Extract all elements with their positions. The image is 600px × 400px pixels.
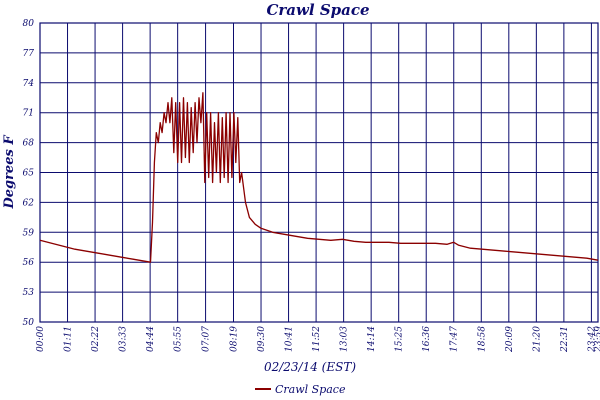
x-tick-label: 22:31: [560, 326, 570, 353]
series-layer: [39, 92, 599, 263]
legend-label: Crawl Space: [275, 383, 346, 396]
x-tick-label: 17:47: [450, 326, 460, 352]
x-tick-label: 02:22: [91, 326, 101, 352]
x-tick-label: 15:25: [395, 326, 405, 352]
y-tick-label: 53: [23, 288, 35, 298]
y-tick-label: 74: [23, 79, 35, 89]
x-tick-label: 23:42: [587, 326, 597, 353]
x-tick-label: 14:14: [367, 326, 377, 352]
y-tick-label: 68: [23, 139, 35, 149]
x-tick-label: 01:11: [64, 326, 74, 352]
x-axis-label: 02/23/14 (EST): [264, 360, 356, 374]
x-tick-label: 21:20: [532, 326, 542, 353]
y-tick-label: 80: [23, 19, 35, 29]
x-tick-label: 00:00: [36, 326, 46, 352]
x-tick-label: 09:30: [257, 326, 267, 352]
x-tick-label: 11:52: [312, 326, 322, 352]
chart-title: Crawl Space: [266, 1, 369, 19]
x-tick-label: 18:58: [477, 326, 487, 352]
y-tick-label: 59: [23, 228, 35, 238]
x-tick-label: 16:36: [422, 326, 432, 352]
x-tick-label: 07:07: [202, 326, 212, 352]
x-tick-label: 10:41: [285, 326, 295, 352]
legend: Crawl Space: [255, 383, 346, 396]
y-tick-label: 62: [23, 198, 35, 208]
x-tick-label: 20:09: [505, 326, 515, 353]
x-tick-label: 04:44: [146, 326, 156, 352]
x-tick-labels: 00:00 01:11 02:22 03:33 04:44 05:55 07:07 08:19…: [36, 326, 600, 353]
x-tick-label: 05:55: [174, 326, 184, 352]
y-tick-label: 77: [23, 49, 35, 59]
series-line-crawl-space: [39, 92, 599, 263]
x-tick-label: 23:59: [594, 326, 600, 353]
x-tick-label: 13:03: [340, 326, 350, 352]
y-tick-labels: 50 53 56 59 62 65 68 71 74 77 80: [23, 19, 35, 328]
y-tick-label: 71: [23, 109, 34, 119]
grid-lines: [39, 22, 599, 323]
y-tick-label: 50: [23, 318, 35, 328]
y-axis-label: Degrees F: [2, 135, 17, 210]
x-tick-label: 03:33: [119, 326, 129, 352]
y-tick-label: 65: [23, 169, 35, 179]
y-tick-label: 56: [23, 258, 35, 268]
x-tick-label: 08:19: [229, 326, 239, 352]
